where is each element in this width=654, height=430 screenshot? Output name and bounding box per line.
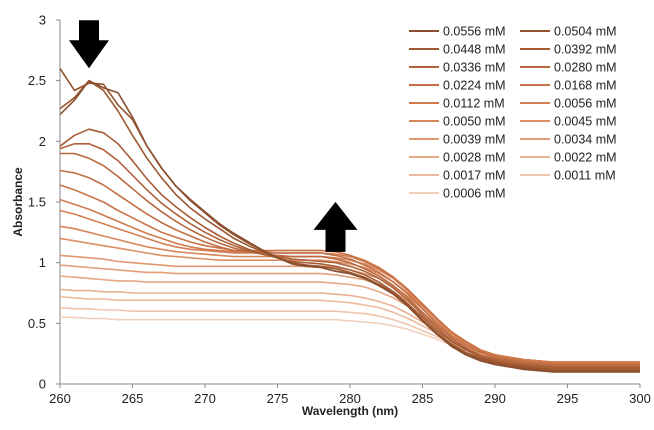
series-line <box>59 306 640 364</box>
x-tick-label: 280 <box>339 391 361 406</box>
x-tick-label: 275 <box>267 391 289 406</box>
y-tick-label: 1 <box>39 255 46 270</box>
x-tick-label: 270 <box>194 391 216 406</box>
legend-label: 0.0556 mM <box>443 25 506 39</box>
legend-label: 0.0039 mM <box>443 133 506 147</box>
y-tick-label: 3 <box>39 13 46 28</box>
legend-label: 0.0045 mM <box>554 115 617 129</box>
legend-label: 0.0336 mM <box>443 61 506 75</box>
series-line <box>59 79 640 373</box>
series-line <box>59 264 640 364</box>
x-tick-label: 300 <box>629 391 651 406</box>
legend-label: 0.0504 mM <box>554 25 617 39</box>
legend: 0.0556 mM 0.0504 mM 0.0448 mM 0.0392 mM 0.03… <box>409 25 617 201</box>
series-line <box>59 143 640 368</box>
legend-label: 0.0050 mM <box>443 115 506 129</box>
x-tick-label: 295 <box>557 391 579 406</box>
series-line <box>59 225 640 364</box>
legend-label: 0.0017 mM <box>443 169 506 183</box>
series-line <box>59 295 640 364</box>
axes <box>59 20 640 385</box>
legend-label: 0.0034 mM <box>554 133 617 147</box>
legend-label: 0.0056 mM <box>554 97 617 111</box>
y-tick-label: 1.5 <box>28 195 46 210</box>
series-line <box>60 152 640 367</box>
legend-label: 0.0028 mM <box>443 151 506 165</box>
series-line <box>59 184 640 365</box>
y-tick-label: 0 <box>39 377 46 392</box>
legend-label: 0.0224 mM <box>443 79 506 93</box>
y-ticks: 0 0.5 1 1.5 2 2.5 3 <box>28 13 60 392</box>
legend-label: 0.0011 mM <box>554 169 616 183</box>
series-lines <box>59 68 640 373</box>
y-tick-label: 0.5 <box>28 316 46 331</box>
down-arrow-icon <box>69 20 109 69</box>
x-tick-label: 285 <box>412 391 434 406</box>
arrows <box>69 20 358 252</box>
legend-label: 0.0022 mM <box>554 151 617 165</box>
legend-label: 0.0168 mM <box>554 79 617 93</box>
x-tick-label: 265 <box>122 391 144 406</box>
legend-label: 0.0006 mM <box>443 187 506 201</box>
series-line <box>59 128 640 370</box>
y-axis-title: Absorbance <box>11 167 25 237</box>
series-line <box>60 316 640 365</box>
x-axis-title: Wavelength (nm) <box>302 404 398 418</box>
x-tick-label: 290 <box>484 391 506 406</box>
x-tick-label: 260 <box>49 391 71 406</box>
series-line <box>59 254 640 364</box>
series-line <box>59 79 640 371</box>
series-line <box>59 169 640 366</box>
series-line <box>59 68 640 372</box>
up-arrow-icon <box>313 201 358 252</box>
legend-label: 0.0280 mM <box>554 61 617 75</box>
legend-label: 0.0392 mM <box>554 43 617 57</box>
y-tick-label: 2 <box>39 134 46 149</box>
x-ticks: 260 265 270 275 280 285 290 295 300 <box>49 384 651 406</box>
legend-label: 0.0112 mM <box>443 97 505 111</box>
legend-label: 0.0448 mM <box>443 43 506 57</box>
y-tick-label: 2.5 <box>28 73 46 88</box>
